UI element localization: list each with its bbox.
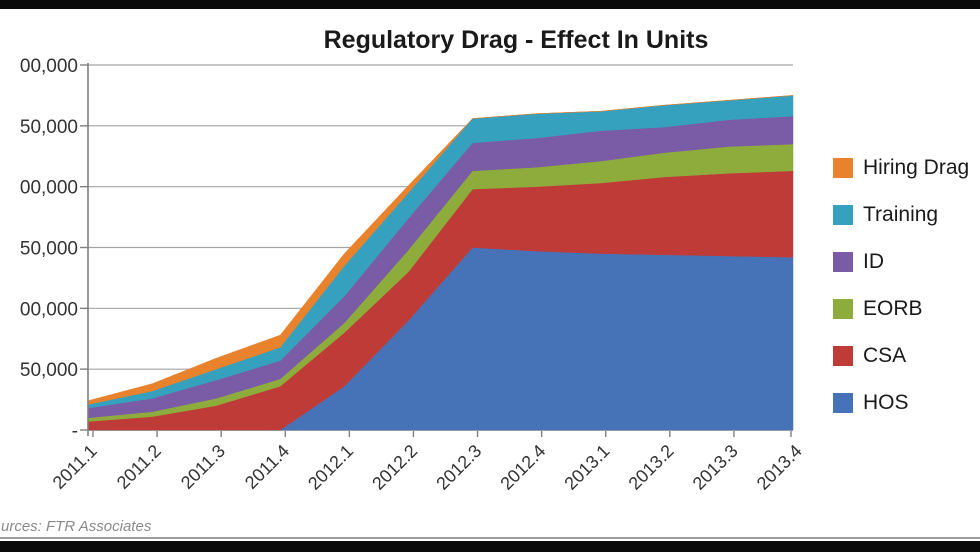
legend-item-hos: HOS (833, 379, 969, 426)
legend-swatch-id (833, 251, 853, 272)
x-axis-label: 2013.4 (753, 441, 806, 494)
legend-item-hiring-drag: Hiring Drag (833, 144, 969, 191)
x-axis-label: 2013.2 (625, 441, 678, 494)
y-axis-label: 50,000 (20, 239, 78, 260)
legend-swatch-training (833, 204, 853, 225)
legend-label-csa: CSA (863, 343, 907, 367)
y-axis-label: 00,000 (20, 299, 78, 320)
legend-label-training: Training (863, 202, 939, 226)
legend-item-csa: CSA (833, 332, 969, 379)
y-axis-label: 00,000 (20, 178, 78, 199)
x-axis-label: 2012.2 (368, 441, 421, 494)
y-axis-label: 50,000 (20, 360, 78, 381)
x-axis-label: 2012.3 (432, 441, 485, 494)
y-axis-label: 50,000 (20, 117, 78, 138)
legend-label-eorb: EORB (863, 296, 923, 320)
bottom-frame-bar (0, 541, 980, 552)
x-axis-label: 2011.3 (177, 441, 229, 493)
legend-label-id: ID (863, 249, 884, 273)
legend-swatch-hos (833, 392, 853, 413)
x-axis-label: 2011.1 (49, 441, 101, 493)
legend-label-hos: HOS (863, 390, 909, 414)
x-axis-label: 2012.4 (496, 441, 549, 494)
legend-swatch-csa (833, 345, 853, 366)
legend-label-hiring-drag: Hiring Drag (863, 155, 970, 179)
x-axis-label: 2013.3 (689, 441, 742, 494)
x-axis-label: 2011.2 (113, 441, 165, 493)
legend-item-eorb: EORB (833, 285, 969, 332)
legend-swatch-eorb (833, 298, 853, 319)
source-note: urces: FTR Associates (1, 518, 152, 535)
legend-item-training: Training (833, 191, 969, 238)
footer-divider (0, 537, 980, 539)
area-hiring-drag (87, 95, 794, 405)
y-axis-label: 00,000 (20, 56, 78, 77)
top-frame-bar (0, 0, 980, 9)
chart-title: Regulatory Drag - Effect In Units (323, 26, 709, 54)
x-axis-label: 2011.4 (241, 441, 293, 493)
chart-legend: Hiring Drag Training ID EORB CSA HOS (833, 144, 969, 426)
x-axis-label: 2013.1 (560, 441, 613, 494)
y-axis-label: - (72, 421, 78, 442)
legend-swatch-hiring-drag (833, 157, 853, 178)
legend-item-id: ID (833, 238, 969, 285)
x-axis-label: 2012.1 (304, 441, 357, 494)
